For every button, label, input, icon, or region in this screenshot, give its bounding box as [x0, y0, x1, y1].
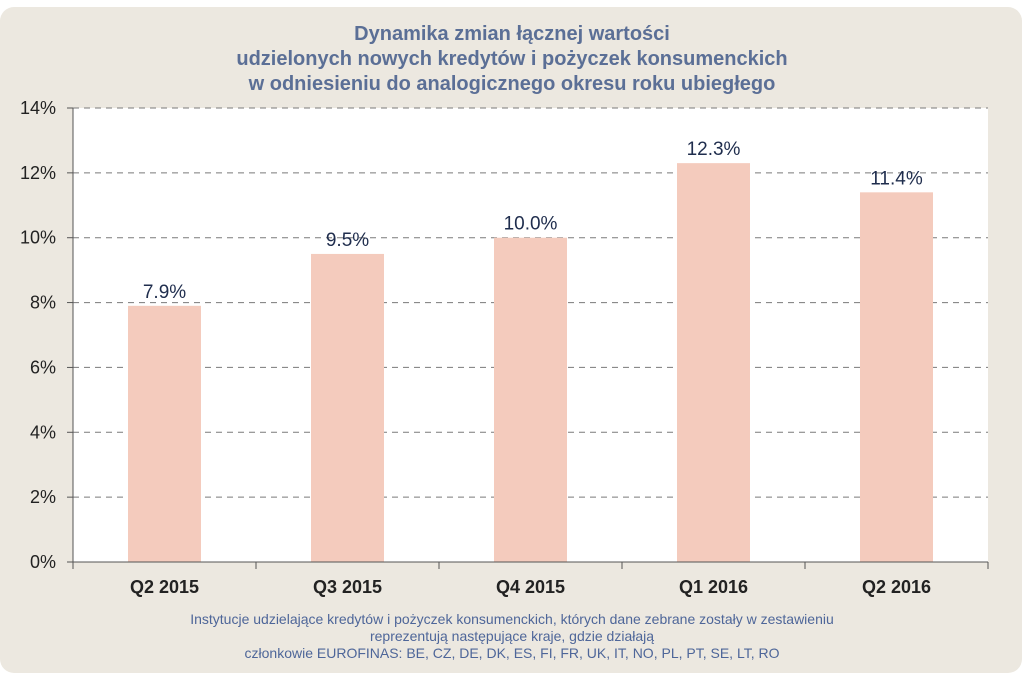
bar-layer — [128, 163, 933, 563]
chart-title-line-3: w odniesieniu do analogicznego okresu ro… — [248, 73, 776, 95]
data-label: 9.5% — [326, 230, 369, 251]
y-tick-label: 2% — [30, 487, 56, 507]
y-tick-label: 14% — [20, 98, 56, 118]
bar — [860, 192, 933, 563]
grid-layer — [73, 107, 988, 498]
y-tick-label: 0% — [30, 552, 56, 572]
x-tick-label: Q3 2015 — [313, 577, 382, 597]
y-tick-label: 6% — [30, 357, 56, 377]
y-tick-label: 8% — [30, 293, 56, 313]
data-label: 12.3% — [687, 139, 741, 160]
footnote-line-2: reprezentują następujące kraje, gdzie dz… — [369, 628, 655, 644]
bar — [128, 305, 201, 562]
axis-layer — [67, 107, 989, 569]
y-tick-label: 12% — [20, 163, 56, 183]
footnote: Instytucje udzielające kredytów i pożycz… — [0, 611, 1024, 662]
y-tick-label: 10% — [20, 228, 56, 248]
bar — [677, 163, 750, 562]
data-label: 10.0% — [504, 214, 558, 235]
chart-title: Dynamika zmian łącznej wartości udzielon… — [0, 22, 1024, 97]
footnote-line-1: Instytucje udzielające kredytów i pożycz… — [190, 611, 834, 627]
x-tick-label: Q1 2016 — [679, 577, 748, 597]
y-tick-label: 4% — [30, 422, 56, 442]
x-tick-label: Q2 2016 — [862, 577, 931, 597]
footnote-line-3: członkowie EUROFINAS: BE, CZ, DE, DK, ES… — [244, 645, 780, 661]
label-layer: 0% 2% 4% 6% 8% 10% 12% 14% 7.9% Q2 2015 9.5% Q3 201… — [20, 98, 931, 597]
bar — [494, 237, 567, 562]
chart-title-line-2: udzielonych nowych kredytów i pożyczek k… — [236, 48, 788, 70]
x-tick-label: Q4 2015 — [496, 577, 565, 597]
data-label: 11.4% — [870, 168, 923, 189]
chart-title-line-1: Dynamika zmian łącznej wartości — [354, 23, 670, 45]
x-tick-label: Q2 2015 — [130, 577, 199, 597]
bar — [311, 253, 384, 562]
data-label: 7.9% — [143, 282, 186, 303]
